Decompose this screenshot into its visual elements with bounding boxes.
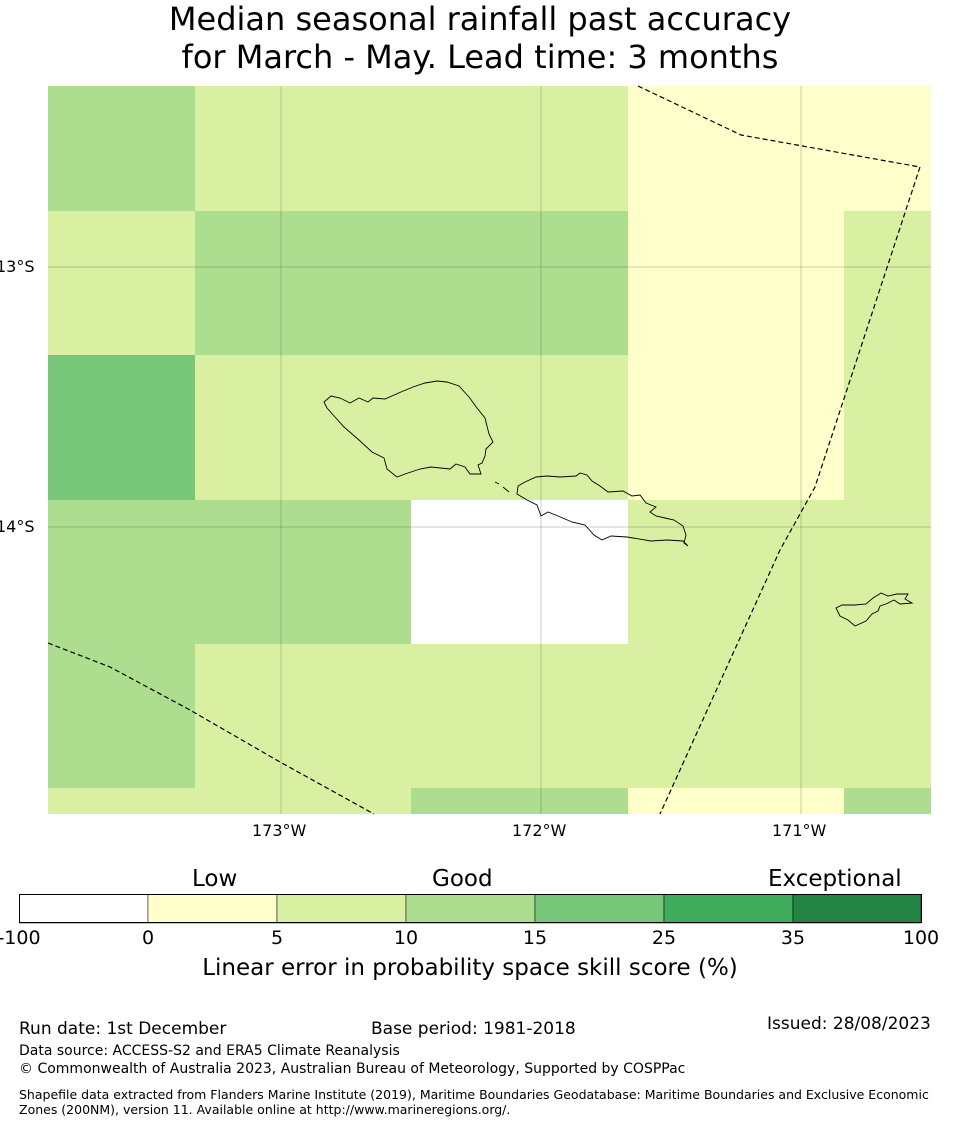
colorbar-swatch (276, 894, 407, 924)
colorbar-title: Linear error in probability space skill … (202, 955, 738, 981)
colorbar-tick: 100 (902, 927, 940, 949)
graticule (48, 86, 931, 814)
grid-cell (195, 355, 628, 500)
colorbar-swatch (534, 894, 665, 924)
colorbar-tick: 10 (393, 927, 419, 949)
colorbar-tick: 0 (141, 927, 155, 949)
shapefile-credit: Shapefile data extracted from Flanders M… (19, 1087, 929, 1117)
lon-label-171w: 171°W (772, 821, 827, 840)
grid-cell (844, 211, 931, 355)
grid-cell (48, 500, 411, 644)
grid-cell (844, 355, 931, 500)
colorbar-swatch (792, 894, 922, 924)
chart-title: Median seasonal rainfall past accuracy f… (0, 0, 960, 76)
lat-label-14s: 14°S (0, 517, 35, 536)
grid-cell (195, 644, 931, 788)
colorbar-swatch (147, 894, 278, 924)
lon-label-173w: 173°W (252, 821, 307, 840)
grid-cell (628, 788, 844, 814)
savaii-island (323, 380, 494, 478)
grid-cell (48, 355, 195, 500)
grid-cell (411, 788, 628, 814)
colorbar-swatch (663, 894, 794, 924)
grid-cell (48, 788, 411, 814)
colorbar-swatch (19, 894, 149, 924)
grid-cell (48, 86, 195, 211)
eez-boundary (637, 85, 921, 815)
maritime-boundaries (47, 85, 921, 815)
lon-label-172w: 172°W (512, 821, 567, 840)
lat-label-13s: 13°S (0, 257, 35, 276)
legend-category-low: Low (192, 866, 238, 892)
grid-cell (195, 86, 628, 211)
grid-cell (844, 788, 931, 814)
colorbar-tick: 25 (651, 927, 677, 949)
colorbar-tick: -100 (0, 927, 41, 949)
eez-boundary (47, 642, 375, 815)
grid-cell (48, 211, 195, 355)
legend-category-good: Good (432, 866, 493, 892)
issued-date: Issued: 28/08/2023 (767, 1014, 931, 1034)
title-line-1: Median seasonal rainfall past accuracy (168, 0, 792, 38)
grid-cell (628, 211, 844, 355)
base-period: Base period: 1981-2018 (371, 1019, 576, 1039)
grid-cell (628, 355, 844, 500)
title-line-2: for March - May. Lead time: 3 months (181, 38, 779, 76)
grid-cell (195, 211, 628, 355)
colorbar-tick: 15 (522, 927, 548, 949)
run-date: Run date: 1st December (19, 1019, 227, 1039)
grid-cell (411, 500, 628, 644)
grid-cell (628, 500, 931, 644)
data-source: Data source: ACCESS-S2 and ERA5 Climate … (19, 1043, 400, 1059)
colorbar-swatch (405, 894, 536, 924)
grid-cell (628, 86, 931, 211)
legend-category-exceptional: Exceptional (768, 866, 902, 892)
coastlines (323, 380, 914, 627)
upolu-island (494, 472, 689, 547)
map-canvas (47, 85, 931, 815)
colorbar-tick: 5 (270, 927, 284, 949)
colorbar-tick: 35 (780, 927, 806, 949)
tutuila-island (835, 592, 914, 627)
copyright: © Commonwealth of Australia 2023, Austra… (19, 1061, 686, 1077)
colorbar (19, 894, 922, 924)
grid-cell (48, 644, 195, 788)
